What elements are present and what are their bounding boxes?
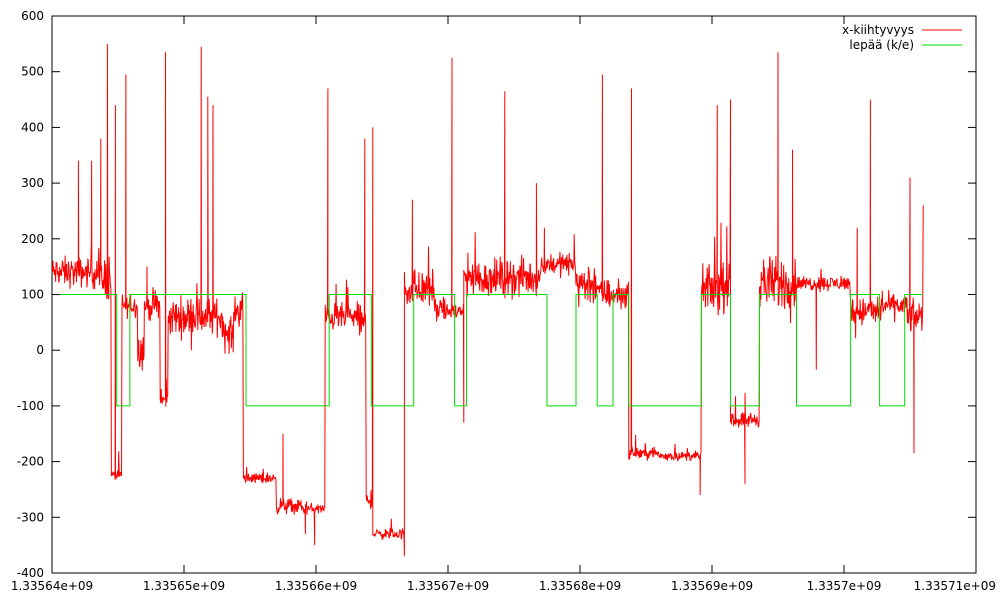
y-tick-label: 200 xyxy=(21,232,44,246)
y-tick-label: -200 xyxy=(17,455,44,469)
y-tick-label: -100 xyxy=(17,399,44,413)
ticks-layer: -400 -300 -200 -100 0 100 200 300 400 500 600 1.335… xyxy=(11,9,996,593)
x-tick-label: 1.33568e+09 xyxy=(539,579,621,593)
y-tick-label: 300 xyxy=(21,176,44,190)
x-tick-label: 1.33565e+09 xyxy=(143,579,225,593)
y-tick-label: 0 xyxy=(36,343,44,357)
x-tick-label: 1.3357e+09 xyxy=(807,579,882,593)
legend: x-kiihtyvyys lepää (k/e) xyxy=(842,23,962,52)
y-tick-label: 600 xyxy=(21,9,44,23)
y-tick-label: 400 xyxy=(21,120,44,134)
y-tick-label: -300 xyxy=(17,510,44,524)
series-line-lepaa xyxy=(57,294,924,407)
x-tick-label: 1.33566e+09 xyxy=(275,579,357,593)
legend-label-lepaa: lepää (k/e) xyxy=(849,38,914,52)
x-tick-label: 1.33569e+09 xyxy=(671,579,753,593)
x-tick-label: 1.33564e+09 xyxy=(11,579,93,593)
y-tick-label: 500 xyxy=(21,65,44,79)
y-tick-label: -400 xyxy=(17,566,44,580)
series-line-x-kiihtyvyys xyxy=(51,43,924,557)
x-tick-label: 1.33571e+09 xyxy=(914,579,996,593)
series-layer xyxy=(51,43,924,557)
y-tick-label: 100 xyxy=(21,288,44,302)
x-tick-label: 1.33567e+09 xyxy=(407,579,489,593)
legend-label-x-kiihtyvyys: x-kiihtyvyys xyxy=(842,23,914,37)
